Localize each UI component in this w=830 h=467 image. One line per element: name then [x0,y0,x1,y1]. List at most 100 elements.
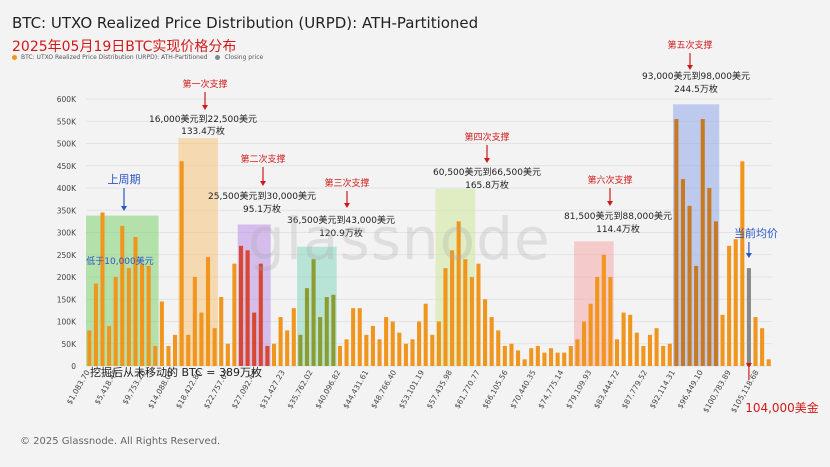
y-tick-label: 600K [57,95,77,104]
closing-price-arrow-head [745,253,752,258]
data-bar [476,263,481,366]
data-bar [153,345,158,366]
data-bar [654,328,659,366]
data-bar [199,312,204,366]
data-bar [568,345,573,366]
data-bar [265,345,270,366]
zone-3-arrow-head [260,181,266,186]
y-tick-label: 350K [57,206,77,215]
data-bar [463,259,468,366]
x-tick-label: $35,762.02 [285,368,314,410]
data-bar [753,317,758,366]
legend-urpd-swatch [12,55,17,60]
chart-legend: BTC: UTXO Realized Price Distribution (U… [12,54,263,61]
x-tick-label: $44,431.61 [341,368,370,410]
y-tick-label: 100K [57,318,77,327]
data-bar [186,334,191,366]
zone-1-name: 上周期 [108,173,141,186]
data-bar [179,161,184,366]
data-bar [647,334,653,366]
y-tick-label: 450K [57,162,77,171]
data-bar [502,345,507,366]
y-tick-label: 250K [57,251,77,260]
data-bar [667,343,672,366]
y-tick-label: 550K [57,117,77,126]
data-bar [575,339,580,366]
closing-price-bottom-arrow-head [745,363,752,368]
data-bar [707,188,712,366]
zone-1-range: 低于10,000美元 [86,255,154,267]
data-bar [733,239,738,366]
data-bar [291,308,296,366]
data-bar [417,321,422,366]
data-bar [252,312,257,366]
closing-price-label: 当前均价 [734,226,778,240]
zone-2-arrow-head [202,105,208,110]
data-bar [535,345,540,366]
glassnode-watermark: glassnode [248,205,551,273]
zone-2-amount: 133.4万枚 [181,125,225,137]
data-bar [489,317,494,366]
data-bar [159,301,164,366]
zone-2-name: 第一次支撑 [182,78,227,90]
x-tick-label: $1,083.70 [65,368,92,406]
data-bar [522,359,527,366]
zone-7-arrow-head [607,201,613,206]
data-bar [430,334,435,366]
data-bar [331,294,336,366]
data-bar [746,268,751,366]
data-bar [443,268,448,366]
y-tick-label: 0 [71,362,76,371]
data-bar [377,339,382,366]
zone-3-range: 25,500美元到30,000美元 [208,190,316,202]
data-bar [562,352,567,366]
data-bar [634,332,639,366]
data-bar [318,317,323,366]
copyright-footer: © 2025 Glassnode. All Rights Reserved. [20,436,221,447]
data-bar [595,277,600,366]
data-bar [100,212,105,366]
data-bar [555,352,560,366]
zone-7-range: 81,500美元到88,000美元 [564,210,672,222]
zone-4-range: 36,500美元到43,000美元 [287,214,395,226]
x-tick-label: $61,770.77 [453,368,482,410]
data-bar [238,245,244,366]
y-tick-label: 200K [57,273,77,282]
data-bar [423,303,428,366]
data-bar [337,345,342,366]
data-bar [364,334,369,366]
data-bar [760,328,765,366]
zone-6-arrow-head [687,65,693,70]
data-bar [113,277,118,366]
data-bar [674,119,679,367]
data-bar [133,236,138,366]
chart-subtitle: 2025年05月19日BTC实现价格分布 [12,39,237,55]
data-bar [93,283,98,366]
zone-2-range: 16,000美元到22,500美元 [149,113,257,125]
data-bar [601,254,606,366]
data-bar [311,259,316,366]
x-tick-label: $100,783.89 [701,368,733,414]
data-bar [456,221,461,366]
data-bar [140,263,145,366]
data-bar [509,343,514,366]
zone-6-amount: 244.5万枚 [674,83,718,95]
support-zone-7 [574,241,614,366]
data-bar [588,303,593,366]
data-bar [107,325,112,366]
x-tick-label: $74,775.14 [536,368,565,410]
zone-4-amount: 120.9万枚 [319,227,363,239]
zone-5-name: 第四次支撑 [464,131,509,143]
zone-1-arrow-head [121,206,127,211]
data-bar [390,321,395,366]
data-bar [469,277,474,366]
zone-4-name: 第三次支撑 [324,177,369,189]
x-tick-label: $83,444.72 [592,368,621,410]
data-bar [713,221,718,366]
data-bar [245,250,250,366]
data-bar [694,265,699,366]
data-bar [766,359,771,366]
data-bar [581,321,587,366]
data-bar [621,312,626,366]
data-bar [120,225,125,366]
